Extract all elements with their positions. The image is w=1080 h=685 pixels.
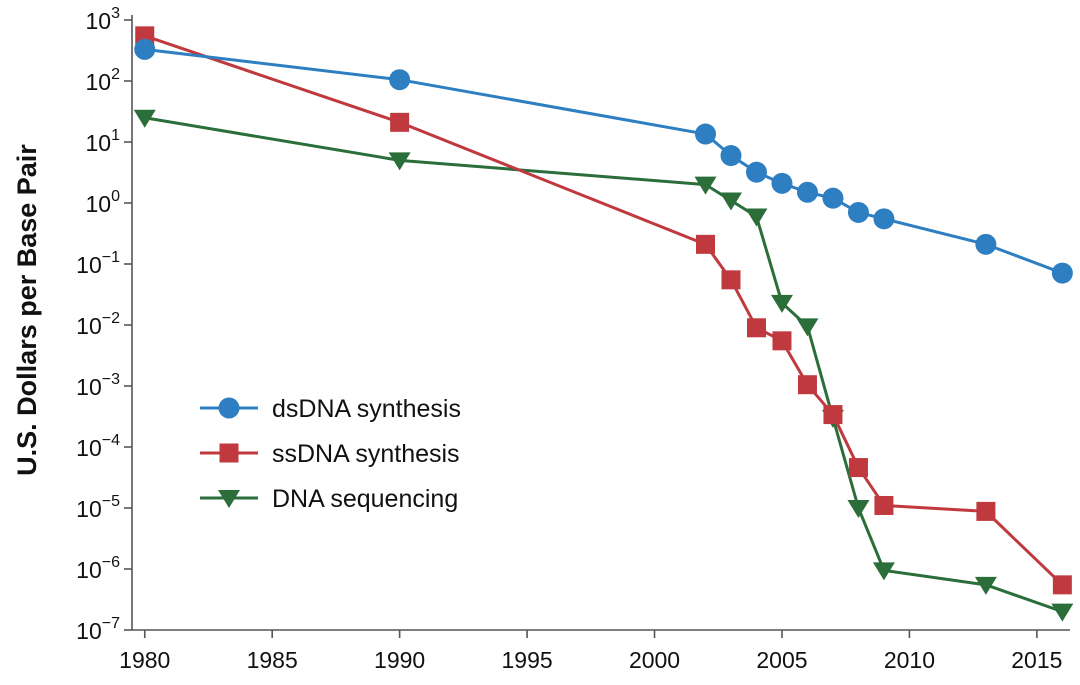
y-tick-label: 101 (86, 127, 121, 156)
y-tick-label: 100 (86, 188, 121, 217)
data-point-ssdna-synthesis (848, 458, 868, 478)
data-point-ssdna-synthesis (696, 234, 716, 254)
data-point-dna-sequencing (694, 176, 717, 195)
data-point-dsdna-synthesis (720, 145, 742, 167)
y-tick-label: 10−6 (76, 554, 120, 583)
y-tick-label: 10−1 (76, 249, 120, 278)
data-point-dsdna-synthesis (822, 187, 844, 209)
x-tick-label: 2010 (884, 647, 935, 673)
data-point-dna-sequencing (796, 318, 819, 337)
data-point-ssdna-synthesis (1052, 575, 1072, 595)
y-tick-label: 10−2 (76, 310, 120, 339)
x-tick-label: 1980 (119, 647, 170, 673)
series-line-dna-sequencing (144, 116, 1063, 614)
x-ticks: 1980 1985 1990 1995 2000 2005 2010 2015 (119, 630, 1062, 673)
data-point-ssdna-synthesis (976, 501, 996, 521)
data-point-dsdna-synthesis (975, 233, 997, 255)
y-axis-label: U.S. Dollars per Base Pair (12, 144, 42, 476)
data-point-dna-sequencing (974, 576, 997, 595)
y-tick-label: 10−7 (76, 615, 120, 644)
data-point-ssdna-synthesis (874, 495, 894, 515)
data-point-ssdna-synthesis (390, 112, 410, 132)
data-point-dna-sequencing (388, 152, 411, 171)
series-dna-sequencing (133, 109, 1074, 622)
data-point-dsdna-synthesis (847, 201, 869, 223)
x-tick-label: 2005 (756, 647, 807, 673)
series-line-ssdna-synthesis (144, 34, 1064, 586)
data-point-dna-sequencing (133, 109, 156, 128)
x-tick-label: 1985 (247, 647, 298, 673)
series-line-dsdna-synthesis (144, 47, 1063, 275)
y-tick-label: 10−3 (76, 371, 120, 400)
series-layer (133, 26, 1074, 622)
data-point-dna-sequencing (1051, 603, 1074, 622)
legend: dsDNA synthesis ssDNA synthesis DNA sequen… (200, 395, 461, 513)
y-tick-label: 10−4 (76, 432, 120, 461)
data-point-dsdna-synthesis (1051, 262, 1073, 284)
data-point-dna-sequencing (872, 562, 895, 581)
x-tick-label: 2015 (1011, 647, 1062, 673)
data-point-ssdna-synthesis (721, 270, 741, 290)
data-point-ssdna-synthesis (746, 318, 766, 338)
legend-label: ssDNA synthesis (272, 440, 460, 468)
data-point-ssdna-synthesis (772, 331, 792, 351)
data-point-ssdna-synthesis (823, 405, 843, 425)
series-dsdna-synthesis (134, 38, 1073, 284)
data-point-dna-sequencing (847, 500, 870, 518)
data-point-dsdna-synthesis (134, 38, 156, 60)
legend-item-dsdna-synthesis: dsDNA synthesis (200, 395, 461, 423)
legend-marker (218, 490, 240, 508)
legend-label: DNA sequencing (272, 485, 458, 513)
data-point-dsdna-synthesis (389, 69, 411, 91)
data-point-dsdna-synthesis (796, 181, 818, 203)
y-tick-label: 103 (86, 5, 121, 34)
x-tick-label: 1995 (501, 647, 552, 673)
data-point-dna-sequencing (719, 192, 742, 211)
legend-marker (218, 397, 240, 419)
legend-item-dna-sequencing: DNA sequencing (200, 485, 458, 513)
axes (131, 15, 1070, 631)
y-tick-label: 10−5 (76, 493, 120, 522)
y-tick-label: 102 (86, 66, 121, 95)
legend-item-ssdna-synthesis: ssDNA synthesis (200, 440, 460, 468)
data-point-dsdna-synthesis (771, 172, 793, 194)
data-point-dna-sequencing (745, 208, 768, 227)
data-point-dna-sequencing (770, 294, 793, 313)
y-ticks: 103 102 101 100 10−1 10−2 10−3 10−4 10−5 10−6 10−7 (76, 5, 132, 644)
legend-label: dsDNA synthesis (272, 395, 461, 423)
data-point-dsdna-synthesis (745, 161, 767, 183)
data-point-dsdna-synthesis (695, 123, 717, 145)
x-tick-label: 1990 (374, 647, 425, 673)
legend-marker (219, 443, 239, 463)
data-point-dsdna-synthesis (873, 208, 895, 230)
x-tick-label: 2000 (629, 647, 680, 673)
data-point-ssdna-synthesis (797, 375, 817, 395)
series-ssdna-synthesis (135, 26, 1072, 595)
